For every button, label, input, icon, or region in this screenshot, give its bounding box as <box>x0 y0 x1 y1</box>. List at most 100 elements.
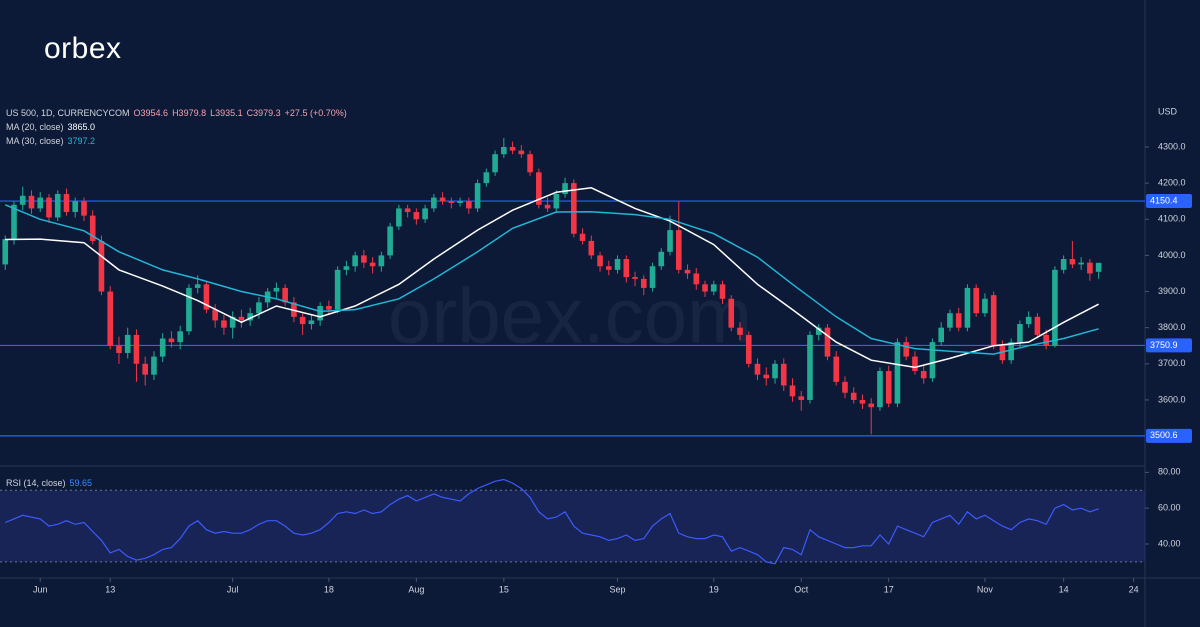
logo: orbex <box>44 32 122 65</box>
candle-body <box>361 255 367 263</box>
level-label-box <box>1146 338 1192 353</box>
candle-body <box>903 342 910 357</box>
x-tick-label: 14 <box>1059 584 1069 594</box>
y-tick-label: 3700.0 <box>1158 358 1186 368</box>
candle-body <box>649 266 656 288</box>
candle-body <box>658 251 665 267</box>
candle-body <box>54 193 61 218</box>
x-tick-label: Sep <box>610 584 626 594</box>
candle-body <box>2 239 9 265</box>
candle-body <box>203 284 210 310</box>
y-tick-label: 4300.0 <box>1158 141 1186 151</box>
candle-body <box>326 305 332 310</box>
candle-body <box>1052 269 1058 346</box>
candle-body <box>352 255 358 267</box>
candle-body <box>640 278 647 288</box>
candle-body <box>282 287 288 303</box>
candle-body <box>431 197 437 209</box>
candle-body <box>562 183 568 194</box>
candle-body <box>142 363 149 375</box>
candle-body <box>842 381 848 393</box>
candle-body <box>982 298 988 314</box>
candle-body <box>483 172 490 184</box>
rsi-tick-label: 40.00 <box>1158 538 1181 548</box>
candle-body <box>614 259 621 270</box>
candle-body <box>168 338 175 343</box>
candle-body <box>833 356 840 382</box>
candle-body <box>501 146 507 155</box>
candle-body <box>378 255 385 267</box>
candle-body <box>597 255 603 267</box>
ma-line <box>4 204 1099 355</box>
candle-body <box>973 287 979 314</box>
y-tick-label: 3800.0 <box>1158 322 1186 332</box>
candle-body <box>343 266 350 270</box>
candle-body <box>1025 316 1032 325</box>
candle-body <box>553 193 560 209</box>
candle-body <box>990 295 997 346</box>
candle-body <box>789 385 796 397</box>
candle-body <box>999 345 1006 361</box>
candle-body <box>247 313 253 321</box>
candle-body <box>807 334 813 400</box>
ma-line <box>5 187 1099 369</box>
candle-body <box>396 208 402 227</box>
candle-body <box>299 316 306 325</box>
candle-body <box>955 313 962 328</box>
candle-body <box>509 146 516 151</box>
candle-body <box>877 371 883 408</box>
candle-body <box>1060 259 1067 270</box>
candle-body <box>422 208 428 220</box>
candle-body <box>544 204 551 209</box>
level-label: 3750.9 <box>1150 340 1178 350</box>
candle-body <box>28 195 35 209</box>
candle-body <box>894 342 901 404</box>
candle-body <box>37 197 44 209</box>
candle-body <box>745 334 752 364</box>
candle-body <box>1095 262 1102 272</box>
rsi-value: 59.65 <box>69 478 93 488</box>
level-label-box <box>1146 428 1192 443</box>
candle-body <box>763 374 770 379</box>
rsi-legend: RSI (14, close) 59.65 <box>6 478 96 488</box>
candle-body <box>133 334 140 364</box>
candle-body <box>19 195 26 205</box>
candle-body <box>317 305 323 321</box>
candle-body <box>728 298 735 328</box>
candle-body <box>536 172 542 205</box>
y-tick-label: 3900.0 <box>1158 286 1186 296</box>
candle-body <box>579 233 586 241</box>
candle-body <box>824 327 831 357</box>
candle-body <box>1043 334 1049 346</box>
candle-body <box>11 204 17 240</box>
low: L3935.1 <box>210 108 243 118</box>
x-tick-label: Jun <box>33 584 48 594</box>
candle-body <box>1017 324 1023 343</box>
candle-body <box>885 371 892 404</box>
ma-value: 3865.0 <box>67 122 96 132</box>
candle-body <box>1078 262 1084 265</box>
candle-body <box>920 371 927 379</box>
candle-body <box>369 262 376 267</box>
candle-body <box>46 197 52 218</box>
candle-body <box>850 392 857 400</box>
x-tick-label: 19 <box>709 584 719 594</box>
candle-body <box>238 316 245 321</box>
y-tick-label: 4100.0 <box>1158 214 1186 224</box>
candle-body <box>859 399 866 404</box>
candle-body <box>448 201 455 203</box>
symbol: US 500, 1D, CURRENCYCOM <box>6 108 130 118</box>
candle-body <box>334 269 341 310</box>
unit-label: USD <box>1158 106 1178 116</box>
candle-body <box>466 201 472 209</box>
x-tick-label: Aug <box>408 584 424 594</box>
y-tick-label: 4000.0 <box>1158 250 1186 260</box>
candle-body <box>186 287 192 332</box>
candle-body <box>308 320 315 325</box>
candle-body <box>98 240 105 292</box>
candle-body <box>256 302 262 314</box>
high: H3979.8 <box>172 108 207 118</box>
ma-name: MA (20, close) <box>6 122 64 132</box>
